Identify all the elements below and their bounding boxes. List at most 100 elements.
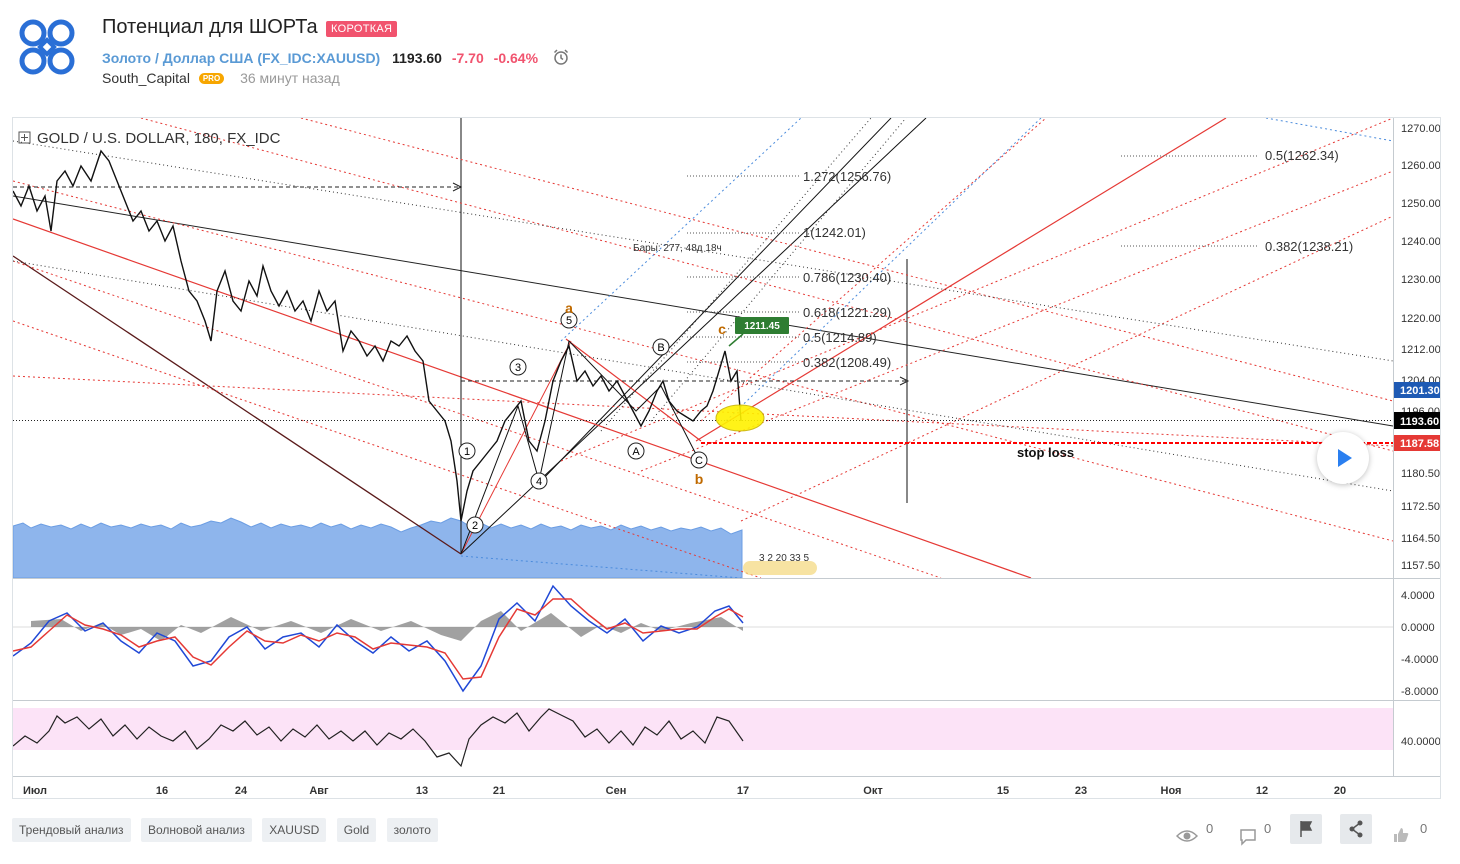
macd-histogram: [31, 611, 743, 641]
tag-item[interactable]: Трендовый анализ: [12, 818, 131, 842]
red-dotted-channel: [13, 118, 1393, 578]
stop-loss-label: stop loss: [1017, 445, 1074, 460]
svg-text:2: 2: [472, 520, 478, 532]
wave-circle: B: [652, 338, 670, 356]
bars-range-label: Бары: 277, 48д 18ч: [633, 243, 722, 254]
comments-icon[interactable]: [1240, 822, 1256, 852]
wave-letter-labels: a b c: [565, 300, 726, 487]
share-button[interactable]: [1340, 814, 1372, 844]
signal-line: [13, 598, 744, 680]
time-axis[interactable]: Июл 16 24 Авг 13 21 Сен 17 Окт 15 23 Ноя…: [23, 785, 1346, 797]
wave-circle: C: [690, 451, 708, 469]
play-icon: [1338, 449, 1352, 467]
tag-item[interactable]: Волновой анализ: [140, 818, 252, 842]
price-tick: 1180.50: [1401, 468, 1440, 480]
time-tick: Авг: [309, 785, 329, 797]
target-price-label: 1211.45: [744, 321, 780, 332]
views-count: 0: [1206, 821, 1214, 836]
chart-canvas[interactable]: 1 2 3 4 5 A B C a b c 1.272(1256.76) 1(1…: [13, 118, 1441, 799]
tag-list: Трендовый анализ Волновой анализ XAUUSD …: [12, 818, 444, 842]
price-series: [13, 149, 742, 522]
time-tick: 20: [1334, 785, 1346, 797]
idea-actions: 0 0 0: [1176, 814, 1446, 846]
time-tick: 23: [1075, 785, 1087, 797]
svg-text:B: B: [657, 342, 664, 354]
author-link[interactable]: South_Capital: [102, 70, 190, 86]
symbol-link[interactable]: Золото / Доллар США: [102, 50, 254, 66]
symbol-change: -7.70: [451, 50, 484, 66]
play-button[interactable]: [1317, 432, 1369, 484]
price-tick: 1157.50: [1401, 560, 1440, 572]
time-tick: 24: [235, 785, 248, 797]
wave-letter-b: b: [695, 471, 704, 487]
fib-label: 0.382(1238.21): [1265, 239, 1353, 254]
symbol-row: Золото / Доллар США (FX_IDC:XAUUSD) 1193…: [102, 48, 570, 66]
symbol-code-link[interactable]: (FX_IDC:XAUUSD): [257, 50, 381, 66]
like-thumb-icon[interactable]: [1392, 820, 1410, 850]
likes-count: 0: [1420, 821, 1428, 836]
price-tick: 1270.00: [1401, 123, 1441, 135]
wave-circle: 2: [466, 516, 484, 534]
stop-price-tag: [1394, 435, 1440, 451]
wave-letter-a: a: [565, 300, 573, 316]
chart-legend[interactable]: GOLD / U.S. DOLLAR, 180, FX_IDC: [18, 130, 281, 147]
fib-labels: 1.272(1256.76) 1(1242.01) 0.786(1230.40)…: [803, 148, 1353, 370]
macd-line: [13, 584, 744, 693]
price-tick: 1240.00: [1401, 236, 1441, 248]
wave-circle: 4: [530, 472, 548, 490]
chart-panel[interactable]: 1 2 3 4 5 A B C a b c 1.272(1256.76) 1(1…: [12, 117, 1441, 799]
price-tick: 1220.00: [1401, 313, 1441, 325]
last-price-tag: [1394, 382, 1440, 398]
fib-label: 0.382(1208.49): [803, 355, 891, 370]
time-tick: Июл: [23, 785, 47, 797]
fib-label: 0.618(1221.29): [803, 305, 891, 320]
price-tags: 1201.30 1193.60 1187.58: [1394, 382, 1440, 451]
trendline-down-red: [13, 218, 1032, 578]
tag-item[interactable]: золото: [386, 818, 438, 842]
time-tick: 13: [416, 785, 428, 797]
fib-label: 0.786(1230.40): [803, 270, 891, 285]
rsi-line: [13, 708, 744, 768]
wave-labels: 1 2 3 4 5 A B C: [458, 311, 708, 534]
trendline-down-black: [13, 195, 1393, 427]
price-tick: 1212.00: [1401, 344, 1441, 356]
svg-text:1193.60: 1193.60: [1400, 416, 1439, 428]
wave-circle: 3: [509, 358, 527, 376]
author-row: South_Capital PRO 36 минут назад: [102, 70, 340, 86]
svg-text:4: 4: [536, 476, 542, 488]
flag-button[interactable]: [1290, 814, 1322, 844]
svg-text:3: 3: [515, 362, 521, 374]
fib-label: 1(1242.01): [803, 225, 866, 240]
main-pane: 1 2 3 4 5 A B C a b c 1.272(1256.76) 1(1…: [13, 118, 1393, 578]
legend-toggle-icon[interactable]: [18, 131, 31, 144]
symbol-change-pct: -0.64%: [493, 50, 539, 66]
macd-axis: 4.0000 0.0000 -4.0000 -8.0000: [1401, 590, 1438, 698]
tag-item[interactable]: Gold: [336, 818, 377, 842]
macd-tick: 4.0000: [1401, 590, 1435, 602]
time-tick: Ноя: [1161, 785, 1182, 797]
macd-pane: [13, 584, 1393, 693]
blue-dotted-channel: [460, 118, 1393, 578]
price-axis[interactable]: 1270.00 1260.00 1250.00 1240.00 1230.00 …: [1401, 123, 1441, 572]
tag-item[interactable]: XAUUSD: [262, 818, 327, 842]
idea-title: Потенциал для ШОРТа: [102, 16, 318, 38]
alarm-clock-icon[interactable]: [552, 48, 570, 66]
wave-circle: 1: [458, 442, 476, 460]
rsi-tick: 40.0000: [1401, 736, 1441, 748]
trendline-up-red: [695, 118, 1227, 442]
rsi-pane: [13, 708, 1393, 768]
tradingview-logo-icon[interactable]: [14, 14, 80, 80]
svg-text:C: C: [695, 455, 703, 467]
comments-count: 0: [1264, 821, 1272, 836]
fib-label: 1.272(1256.76): [803, 169, 891, 184]
time-tick: 12: [1256, 785, 1268, 797]
idea-header: Потенциал для ШОРТа КОРОТКАЯ Золото / До…: [0, 0, 1460, 110]
elliott-wave-path: [460, 339, 700, 555]
wave-letter-c: c: [718, 321, 726, 337]
short-badge: КОРОТКАЯ: [326, 21, 398, 37]
price-tick: 1250.00: [1401, 198, 1441, 210]
time-tick: 16: [156, 785, 168, 797]
price-tick: 1260.00: [1401, 160, 1441, 172]
flag-icon: [1300, 821, 1313, 837]
svg-text:5: 5: [566, 315, 572, 327]
